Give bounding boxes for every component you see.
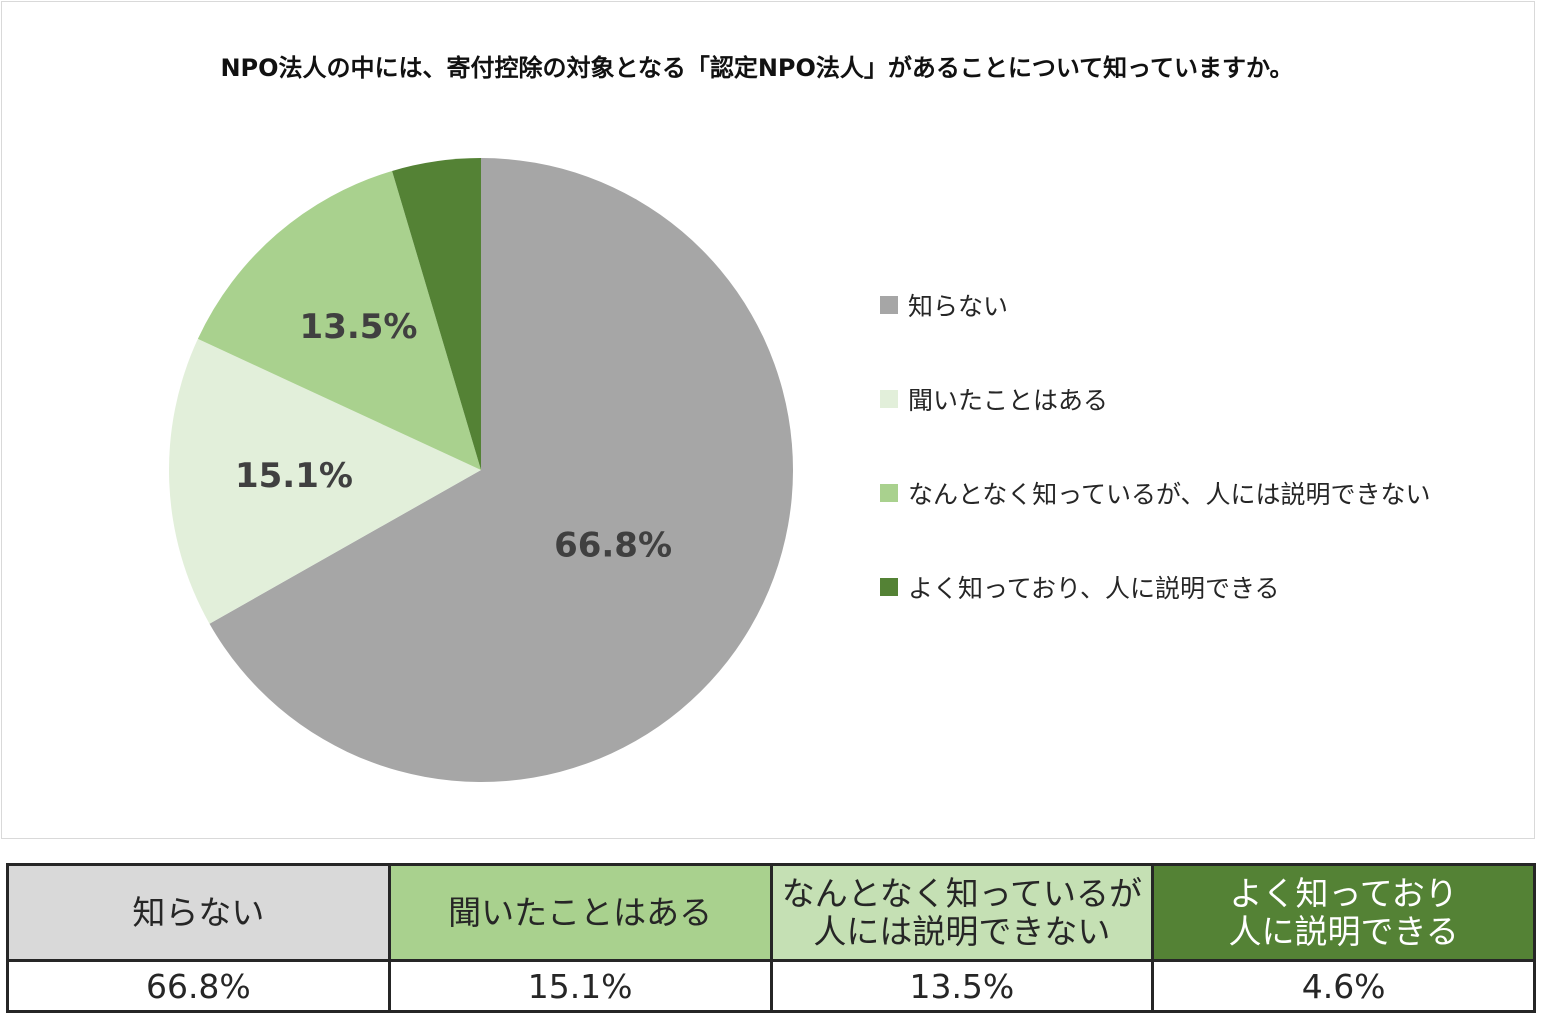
legend-swatch bbox=[880, 578, 898, 596]
legend-item: なんとなく知っているが、人には説明できない bbox=[880, 472, 1520, 566]
chart-title: NPO法人の中には、寄付控除の対象となる「認定NPO法人」があることについて知っ… bbox=[220, 54, 1294, 82]
table-cell: 4.6% bbox=[1151, 959, 1536, 1013]
table-header-cell: よく知っており 人に説明できる bbox=[1151, 863, 1536, 962]
legend-swatch bbox=[880, 484, 898, 502]
legend-label: よく知っており、人に説明できる bbox=[908, 574, 1280, 603]
chart-area: 66.8% 15.1% 13.5% NPO法人の中には、寄付控除の対象となる「認定N… bbox=[1, 1, 1535, 839]
data-label: 15.1% bbox=[235, 456, 353, 496]
legend-swatch bbox=[880, 296, 898, 314]
data-label: 13.5% bbox=[300, 307, 418, 347]
legend-item: よく知っており、人に説明できる bbox=[880, 566, 1520, 660]
table-header-cell: 知らない bbox=[6, 863, 391, 962]
legend-label: 聞いたことはある bbox=[908, 386, 1109, 415]
table-header-row: 知らない 聞いたことはある なんとなく知っているが 人には説明できない よく知っ… bbox=[6, 863, 1536, 962]
table-header-cell: 聞いたことはある bbox=[387, 863, 773, 962]
pie-slice bbox=[392, 158, 481, 470]
legend-label: 知らない bbox=[908, 292, 1009, 321]
legend-swatch bbox=[880, 390, 898, 408]
pie-slice bbox=[209, 158, 794, 783]
legend-label: なんとなく知っているが、人には説明できない bbox=[908, 480, 1431, 509]
table-cell: 66.8% bbox=[6, 959, 391, 1013]
pie-chart: 66.8% 15.1% 13.5% bbox=[168, 158, 794, 783]
summary-table: 知らない 聞いたことはある なんとなく知っているが 人には説明できない よく知っ… bbox=[6, 863, 1536, 1013]
table-row: 66.8% 15.1% 13.5% 4.6% bbox=[6, 959, 1536, 1013]
legend-item: 聞いたことはある bbox=[880, 378, 1520, 472]
legend: 知らない 聞いたことはある なんとなく知っているが、人には説明できない よく知っ… bbox=[880, 284, 1520, 660]
data-label: 66.8% bbox=[554, 525, 672, 565]
table-cell: 13.5% bbox=[769, 959, 1155, 1013]
pie-slice bbox=[168, 338, 481, 624]
pie-slice bbox=[197, 170, 481, 470]
legend-item: 知らない bbox=[880, 284, 1520, 378]
table-cell: 15.1% bbox=[387, 959, 773, 1013]
table-header-cell: なんとなく知っているが 人には説明できない bbox=[769, 863, 1155, 962]
